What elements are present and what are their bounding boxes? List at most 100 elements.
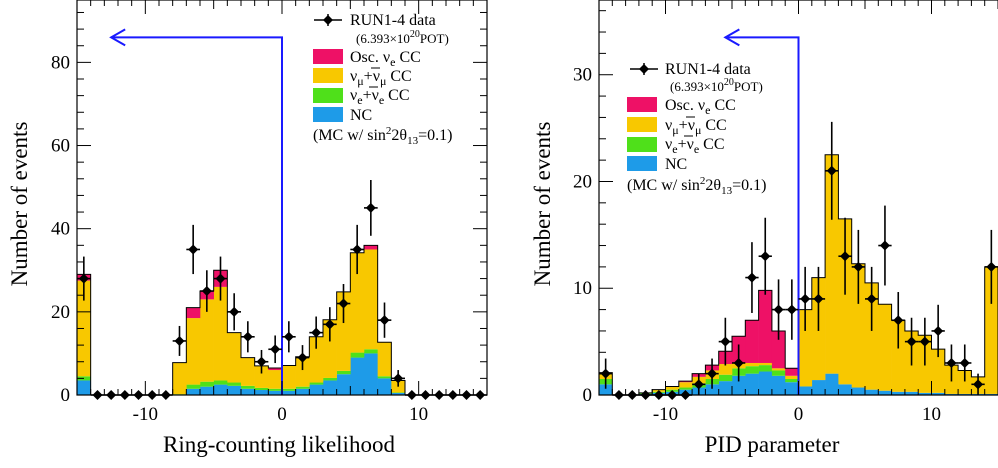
bar-nue-bin-12 [241,385,255,389]
legend-osc-swatch [627,97,657,112]
bar-nc-bin-17 [825,373,839,395]
bar-numu-bin-25 [931,349,946,393]
data-point [853,261,864,272]
bar-nc-bin-16 [811,380,826,395]
bar-nue-bin-11 [745,366,759,374]
legend-data-label: RUN1-4 data [665,61,751,78]
x-tick-label: -10 [133,404,158,425]
bar-nc-bin-14 [268,390,283,395]
legend-numu-label: νμ+νμ CC [665,117,727,137]
bar-nc-bin-8 [705,384,719,395]
data-point [973,379,984,390]
bar-nue-bin-13 [771,370,786,376]
data-point [352,244,363,255]
data-points-left [77,180,487,400]
bar-nc-bin-19 [851,387,866,395]
legend-nue-swatch [627,137,657,152]
data-point [297,352,308,363]
x-axis-title-right: PID parameter [705,432,840,457]
bar-nc-bin-15 [282,390,296,395]
bar-numu-bin-17 [309,336,324,383]
bar-nc-bin-18 [323,380,337,395]
bar-nue-bin-11 [227,382,242,386]
y-tick-label: 20 [51,302,70,323]
legend-mc-note: (MC w/ sin22θ13=0.1) [627,175,766,197]
data-point [338,298,349,309]
data-point [324,319,335,330]
legend-numu-label: νμ+νμ CC [350,68,412,88]
cut-line [111,36,283,395]
legend-mc-note: (MC w/ sin22θ13=0.1) [313,125,452,147]
ring-counting-panel: -10 0 10 0 20 40 60 80 Ring-counting likelihood… [7,0,488,457]
data-point [933,325,944,336]
data-point [229,306,240,317]
bar-nc-bin-20 [350,357,365,395]
data-point [720,336,731,347]
bar-nc-bin-24 [918,392,932,395]
bar-numu-bin-17 [825,154,839,374]
bar-osc-bin-14 [785,368,799,376]
bar-numu-bin-15 [282,365,296,389]
bar-numu-bin-9 [718,364,733,375]
bar-nc-bin-21 [878,390,892,395]
legend-numu-swatch [627,117,657,132]
bar-nue-bin-14 [785,378,799,383]
bar-nue-bin-9 [718,374,733,382]
bar-osc-bin-21 [364,245,378,250]
data-point [270,344,281,355]
bar-numu-bin-20 [865,282,879,390]
bar-nue-bin-12 [758,365,773,372]
legend-osc-label: Osc. νe CC [665,97,736,117]
axes-right: -10 0 10 0 10 20 30 [573,0,998,425]
bar-nc-bin-9 [200,386,214,395]
bar-nc-bin-13 [771,375,786,395]
x-tick-label: 10 [409,404,428,425]
bar-nc-bin-10 [213,384,228,395]
bar-osc-bin-13 [771,330,786,369]
bar-numu-bin-7 [172,362,187,395]
cut-arrowhead [109,28,126,47]
legend-data-label: RUN1-4 data [350,12,436,29]
legend-nue-swatch [313,88,343,103]
bar-nc-bin-20 [865,389,879,395]
bar-numu-bin-19 [336,291,351,371]
data-point [826,165,837,176]
data-point [242,331,253,342]
data-point [866,293,877,304]
bar-numu-bin-13 [254,365,269,388]
data-point [283,331,294,342]
y-axis-title-right: Number of events [530,122,555,287]
bar-nue-bin-22 [377,376,392,379]
pid-panel: -10 0 10 0 10 20 30 PID parameter Number of ev… [530,0,998,457]
y-tick-label: 10 [573,278,592,299]
bar-osc-bin-14 [268,367,283,371]
x-tick-label: 0 [794,404,804,425]
bar-nue-bin-13 [254,387,269,391]
data-point [786,304,797,315]
bar-nc-bin-13 [254,390,269,395]
bar-numu-bin-14 [268,370,283,389]
data-point [773,304,784,315]
legend-pot: (6.393×1020POT) [670,77,763,94]
bar-nue-bin-16 [295,386,310,389]
bar-nc-bin-15 [798,386,813,395]
bar-numu-bin-27 [958,370,972,394]
legend-nue-label: νe+νe CC [350,87,410,107]
bar-nc-bin-9 [718,381,733,395]
legend-left: RUN1-4 data (6.393×1020POT) Osc. νe CC ν… [313,12,452,147]
legend-numu-swatch [313,68,343,83]
bar-osc-bin-12 [758,290,773,363]
data-point [800,293,811,304]
bar-numu-bin-29 [984,266,998,394]
axes-left: -10 0 10 0 20 40 60 80 [51,0,488,425]
legend-nc-label: NC [665,156,687,173]
y-tick-label: 80 [51,52,70,73]
bar-osc-bin-11 [745,320,759,363]
y-tick-label: 0 [61,385,71,406]
data-point [174,335,185,346]
bar-nue-bin-20 [350,352,365,358]
bar-nc-bin-12 [241,388,255,395]
bar-nue-bin-15 [282,388,296,391]
bar-numu-bin-20 [350,252,365,353]
